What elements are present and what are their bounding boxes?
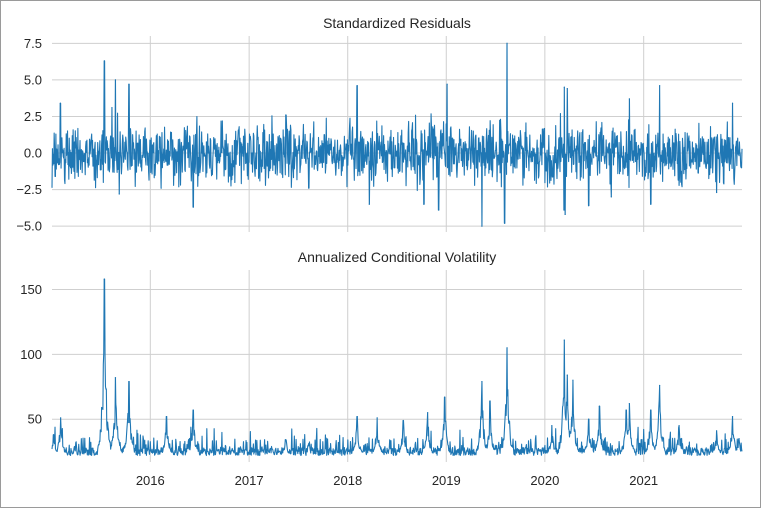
residuals-y-tick-label: −2.5 xyxy=(16,182,42,197)
volatility-y-tick-label: 100 xyxy=(20,347,42,362)
residuals-data-point xyxy=(610,196,612,198)
volatility-data-point xyxy=(625,409,627,411)
volatility-data-point xyxy=(716,430,718,432)
residuals-data-point xyxy=(563,209,565,211)
volatility-data-point xyxy=(572,379,574,381)
residuals-data-point xyxy=(192,206,194,208)
residuals-data-point xyxy=(59,102,61,104)
residuals-data-point xyxy=(103,60,105,62)
volatility-data-point xyxy=(103,278,105,280)
residuals-data-point xyxy=(678,184,680,186)
residuals-data-point xyxy=(234,181,236,183)
volatility-title: Annualized Conditional Volatility xyxy=(298,249,496,265)
x-tick-label-2019: 2019 xyxy=(432,473,461,488)
volatility-data-point xyxy=(489,400,491,402)
volatility-data-point xyxy=(285,439,287,441)
residuals-data-point xyxy=(563,86,565,88)
volatility-data-point xyxy=(128,380,130,383)
residuals-data-point xyxy=(308,187,310,189)
residuals-data-point xyxy=(114,79,117,81)
volatility-data-point xyxy=(563,339,565,341)
residuals-data-point xyxy=(423,203,425,205)
volatility-data-point xyxy=(506,347,508,349)
volatility-data-point xyxy=(427,412,429,414)
volatility-series-line xyxy=(51,278,743,457)
x-tick-label-2017: 2017 xyxy=(235,473,264,488)
volatility-data-point xyxy=(551,425,553,427)
residuals-data-point xyxy=(566,88,568,90)
volatility-data-point xyxy=(659,384,661,387)
residuals-data-point xyxy=(716,191,718,194)
volatility-data-point xyxy=(731,415,734,418)
residuals-data-point xyxy=(564,213,566,216)
residuals-y-tick-label: 2.5 xyxy=(24,109,42,124)
volatility-data-point xyxy=(628,403,630,405)
volatility-y-tick-label: 50 xyxy=(28,412,42,427)
x-tick-label-2018: 2018 xyxy=(333,473,362,488)
residuals-y-tick-label: −5.0 xyxy=(16,219,42,234)
residuals-data-point xyxy=(118,193,120,195)
x-tick-label-2016: 2016 xyxy=(136,473,165,488)
volatility-data-point xyxy=(738,438,740,440)
residuals-data-point xyxy=(446,83,448,85)
volatility-data-point xyxy=(444,396,446,398)
residuals-data-point xyxy=(659,85,661,87)
volatility-data-point xyxy=(650,409,652,411)
x-tick-label-2020: 2020 xyxy=(530,473,559,488)
residuals-y-tick-label: 7.5 xyxy=(24,36,42,51)
x-tick-label-2021: 2021 xyxy=(629,473,658,488)
volatility-data-point xyxy=(60,417,62,419)
residuals-data-point xyxy=(438,209,440,211)
residuals-panel: Standardized Residuals −5.0 −2.5 0.0 2.5 5.0… xyxy=(16,15,743,234)
residuals-data-point xyxy=(54,175,56,178)
volatility-data-point xyxy=(566,374,568,376)
volatility-data-point xyxy=(588,418,590,420)
residuals-data-point xyxy=(506,42,508,44)
residuals-data-point xyxy=(588,205,590,207)
residuals-y-tick-label: 0.0 xyxy=(24,146,42,161)
shared-x-axis: 2016 2017 2018 2019 2020 2021 xyxy=(136,473,658,488)
volatility-y-axis: 50 100 150 xyxy=(20,282,42,427)
volatility-data-point xyxy=(598,405,601,407)
residuals-data-point xyxy=(731,102,734,104)
volatility-panel: Annualized Conditional Volatility 50 100 1… xyxy=(20,249,743,488)
residuals-series-line xyxy=(51,42,743,227)
residuals-data-point xyxy=(650,203,652,205)
residuals-y-tick-label: 5.0 xyxy=(24,72,42,87)
volatility-data-point xyxy=(402,419,404,422)
residuals-y-axis: −5.0 −2.5 0.0 2.5 5.0 7.5 xyxy=(16,36,42,234)
volatility-data-point xyxy=(678,425,680,427)
residuals-data-point xyxy=(128,83,130,85)
residuals-data-point xyxy=(285,114,287,116)
residuals-data-point xyxy=(740,167,743,169)
volatility-y-tick-label: 150 xyxy=(20,282,42,297)
volatility-data-point xyxy=(481,380,483,383)
residuals-data-point xyxy=(111,107,113,109)
residuals-data-point xyxy=(356,85,358,87)
residuals-title: Standardized Residuals xyxy=(323,15,471,31)
volatility-data-point xyxy=(356,415,358,418)
residuals-data-point xyxy=(481,225,483,227)
volatility-data-point xyxy=(192,409,194,411)
volatility-data-point xyxy=(114,377,117,379)
residuals-data-point xyxy=(368,203,370,205)
residuals-grid xyxy=(52,36,742,232)
residuals-data-point xyxy=(504,222,506,224)
volatility-data-point xyxy=(165,415,168,418)
volatility-data-point xyxy=(53,434,55,436)
residuals-data-point xyxy=(628,98,630,100)
residuals-data-point xyxy=(160,187,162,189)
volatility-data-point xyxy=(376,417,378,419)
